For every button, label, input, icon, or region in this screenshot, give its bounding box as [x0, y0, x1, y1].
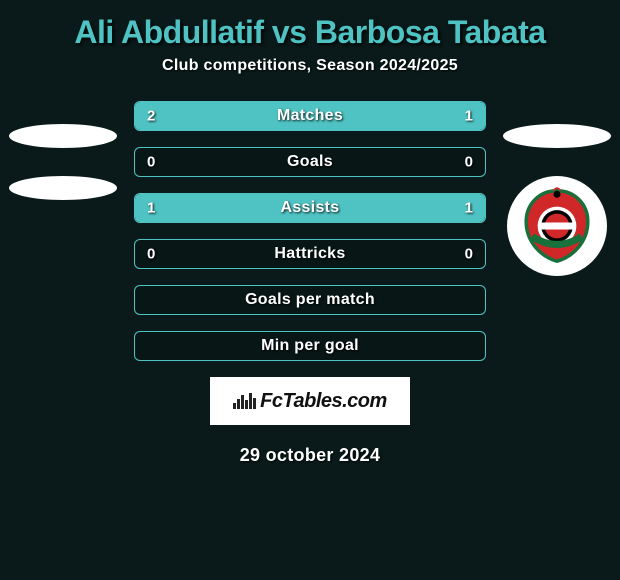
subtitle: Club competitions, Season 2024/2025	[0, 57, 620, 75]
stat-row: Min per goal	[134, 331, 486, 361]
brand-badge: FcTables.com	[210, 377, 410, 425]
stat-value-left: 0	[147, 154, 155, 171]
stat-value-right: 1	[465, 200, 473, 217]
stat-row: 0 0 Goals	[134, 147, 486, 177]
stat-row: 1 1 Assists	[134, 193, 486, 223]
brand-bars-icon	[233, 393, 256, 409]
stats-list: 2 1 Matches 0 0 Goals 1 1 Assists 0 0 Hattricks Goal…	[0, 101, 620, 361]
stat-row: 0 0 Hattricks	[134, 239, 486, 269]
stat-value-right: 1	[465, 108, 473, 125]
page-title: Ali Abdullatif vs Barbosa Tabata	[0, 0, 620, 57]
stat-label: Goals	[287, 153, 333, 171]
stat-value-right: 0	[465, 246, 473, 263]
stat-label: Assists	[280, 199, 339, 217]
stat-label: Matches	[277, 107, 343, 125]
brand-text: FcTables.com	[260, 390, 387, 413]
stat-value-left: 1	[147, 200, 155, 217]
stat-label: Min per goal	[261, 337, 359, 355]
stat-row: Goals per match	[134, 285, 486, 315]
stat-label: Goals per match	[245, 291, 375, 309]
stat-value-left: 0	[147, 246, 155, 263]
stat-value-left: 2	[147, 108, 155, 125]
date-text: 29 october 2024	[0, 445, 620, 466]
stat-label: Hattricks	[274, 245, 345, 263]
stat-row: 2 1 Matches	[134, 101, 486, 131]
stat-value-right: 0	[465, 154, 473, 171]
